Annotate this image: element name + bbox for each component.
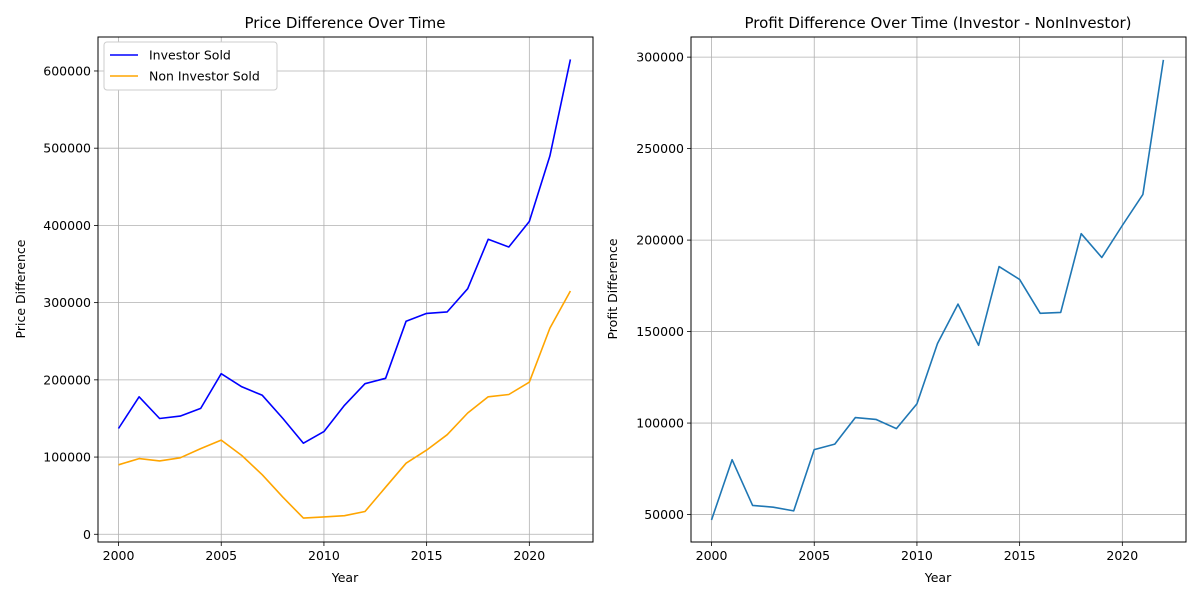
y-tick-label: 150000 bbox=[636, 324, 684, 339]
x-tick-label: 2020 bbox=[513, 548, 545, 563]
x-axis-label: Year bbox=[924, 570, 952, 585]
x-tick-label: 2000 bbox=[103, 548, 135, 563]
legend-label-non-investor: Non Investor Sold bbox=[149, 69, 260, 84]
grid bbox=[98, 37, 593, 542]
grid bbox=[691, 37, 1186, 542]
x-tick-label: 2010 bbox=[901, 548, 933, 563]
x-tick-label: 2020 bbox=[1106, 548, 1138, 563]
y-tick-label: 200000 bbox=[43, 372, 91, 387]
y-tick-label: 0 bbox=[83, 527, 91, 542]
plot-frame bbox=[97, 36, 594, 543]
series-line-non-investor-sold bbox=[118, 290, 572, 519]
y-tick-label: 600000 bbox=[43, 63, 91, 78]
plot-frame bbox=[690, 36, 1187, 543]
x-tick-label: 2015 bbox=[411, 548, 443, 563]
x-tick-label: 2005 bbox=[205, 548, 237, 563]
y-tick-label: 300000 bbox=[43, 295, 91, 310]
series-lines bbox=[710, 59, 1165, 521]
legend-box bbox=[103, 41, 278, 91]
x-tick-label: 2005 bbox=[798, 548, 830, 563]
chart-title: Price Difference Over Time bbox=[244, 14, 445, 32]
y-tick-label: 50000 bbox=[644, 507, 684, 522]
chart-title: Profit Difference Over Time (Investor - … bbox=[744, 14, 1131, 32]
profit-difference-chart: Profit Difference Over Time (Investor - … bbox=[605, 14, 1187, 585]
ticks: 2000 2005 2010 2015 2020 0 100000 200000 300000 4… bbox=[43, 63, 545, 563]
y-tick-label: 400000 bbox=[43, 218, 91, 233]
ticks: 2000 2005 2010 2015 2020 50000 100000 150000 200… bbox=[636, 50, 1138, 563]
y-tick-label: 100000 bbox=[636, 416, 684, 431]
x-axis-label: Year bbox=[331, 570, 359, 585]
y-tick-label: 250000 bbox=[636, 141, 684, 156]
y-axis-label: Price Difference bbox=[13, 239, 28, 338]
y-tick-label: 300000 bbox=[636, 50, 684, 65]
series-lines bbox=[117, 59, 572, 519]
series-line-profit-difference bbox=[710, 59, 1165, 521]
x-tick-label: 2000 bbox=[696, 548, 728, 563]
y-tick-label: 100000 bbox=[43, 450, 91, 465]
legend-label-investor: Investor Sold bbox=[149, 48, 231, 63]
y-tick-label: 200000 bbox=[636, 233, 684, 248]
legend: Investor Sold Non Investor Sold bbox=[103, 41, 278, 91]
y-tick-label: 500000 bbox=[43, 141, 91, 156]
x-tick-label: 2010 bbox=[308, 548, 340, 563]
y-axis-label: Profit Difference bbox=[605, 238, 620, 339]
price-difference-chart: Price Difference Over Time 2000 2005 2010 2… bbox=[13, 14, 594, 585]
series-line-investor-sold bbox=[117, 59, 572, 445]
x-tick-label: 2015 bbox=[1004, 548, 1036, 563]
